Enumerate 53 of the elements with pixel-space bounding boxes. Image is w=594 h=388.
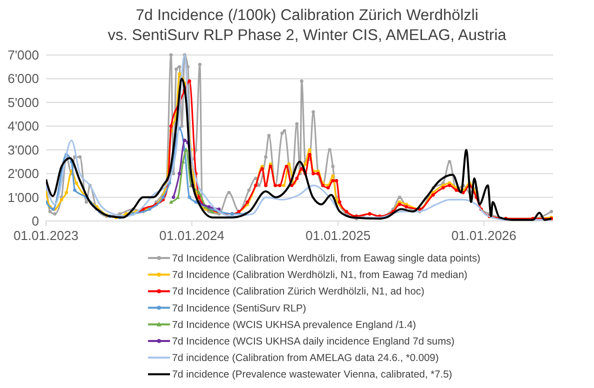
legend-label: 7d Incidence (Calibration Werdhölzli, from Eawag single data points) <box>172 254 480 264</box>
y-tick-label: 4'000 <box>8 118 39 134</box>
point <box>161 196 165 199</box>
point <box>338 200 342 204</box>
point <box>278 184 282 188</box>
point <box>196 190 202 194</box>
point <box>448 184 452 188</box>
point <box>326 186 330 190</box>
point <box>246 200 250 204</box>
point <box>398 202 402 206</box>
point <box>182 138 186 142</box>
point <box>441 186 445 190</box>
legend-label: 7d Incidence (SentiSurv RLP) <box>172 303 306 314</box>
point <box>178 172 182 176</box>
point <box>148 207 152 211</box>
point <box>207 205 211 208</box>
x-tick-label: 01.01.2023 <box>13 228 79 243</box>
y-tick-label: 6'000 <box>8 71 39 86</box>
y-tick-label: 5'000 <box>8 94 39 110</box>
point <box>194 200 198 204</box>
x-tick-label: 01.01.2024 <box>159 228 224 243</box>
point <box>197 196 201 199</box>
point <box>181 160 186 164</box>
legend-label: 7d Incidence (Calibration Werdhölzli, N1, from Eawag 7d median) <box>172 270 468 282</box>
legend-label: 7d Incidence (WCIS UKHSA prevalence England /1.4) <box>172 320 416 331</box>
x-tick-label: 01.01.2026 <box>451 228 516 243</box>
point <box>188 196 192 199</box>
point <box>331 178 335 182</box>
chart-title: 7d Incidence (/100k) Calibration Zürich Werdhölzli vs. SentiSurv RLP Phase 2, Winter CIS, AMELAG, Austria <box>108 7 507 44</box>
y-tick-label: 1'000 <box>8 190 39 205</box>
legend-label: 7d incidence (Calibration from AMELAG data 24.6., *0.009) <box>172 353 439 364</box>
point <box>260 167 264 171</box>
legend-label: 7d Incidence (WCIS UKHSA daily incidence England 7d sums) <box>172 336 455 348</box>
point <box>268 164 272 168</box>
point <box>284 164 288 168</box>
y-tick-label: 7'000 <box>8 48 39 62</box>
y-tick-label: 0 <box>32 214 39 228</box>
y-tick-label: 3'000 <box>8 142 39 158</box>
point <box>176 195 180 199</box>
point <box>188 79 192 83</box>
point <box>431 193 435 197</box>
legend-label: 7d incidence (Prevalence wastewater Vienna, calibrated, *7.5) <box>172 370 452 381</box>
point <box>169 200 174 204</box>
legend-label: 7d Incidence (Calibration Zürich Werdhölzli, N1, ad hoc) <box>172 286 424 298</box>
point <box>172 196 176 199</box>
point <box>308 152 312 156</box>
point <box>169 124 173 128</box>
point <box>295 176 299 180</box>
point <box>73 188 76 192</box>
y-tick-label: 2'000 <box>8 166 39 182</box>
point <box>312 172 315 176</box>
point <box>334 178 338 182</box>
x-tick-label: 01.01.2025 <box>306 228 371 243</box>
